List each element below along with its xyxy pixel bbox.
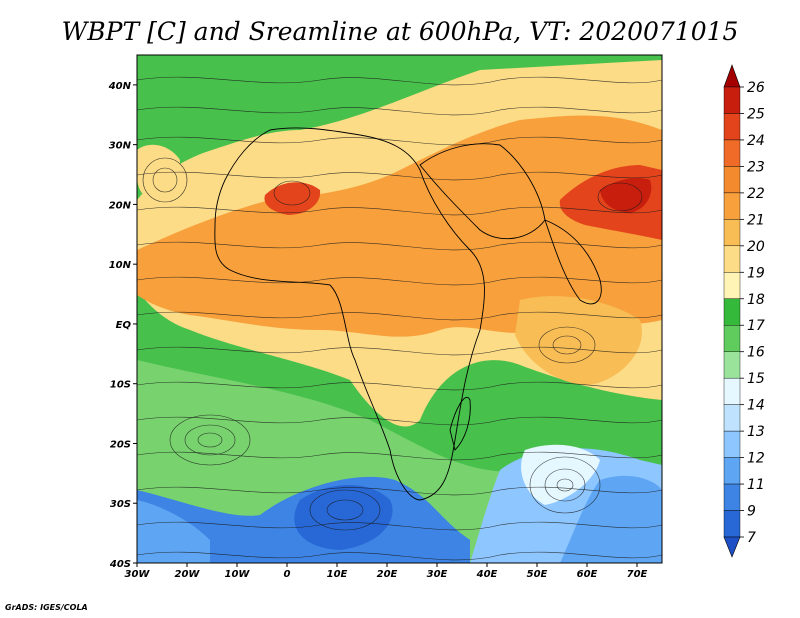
colorbar-label: 13 (747, 424, 765, 440)
colorbar-label: 25 (747, 106, 765, 122)
colorbar-segment (723, 298, 741, 326)
field-cold-southwest-deep (294, 485, 393, 550)
colorbar-segment (723, 272, 741, 299)
colorbar-label: 23 (747, 159, 765, 175)
x-tick-label: 30W (125, 569, 151, 580)
field-hot-sahara (264, 182, 321, 215)
x-tick-label: 0 (284, 569, 291, 580)
y-tick-label: EQ (116, 320, 132, 331)
x-tick-label: 10W (225, 569, 251, 580)
colorbar-segment (723, 325, 741, 352)
colorbar: 26 25 24 23 22 21 20 19 18 17 16 15 14 13 12 11 9 7 (723, 64, 765, 558)
y-tick-label: 20S (110, 439, 131, 450)
y-tick-label: 40N (108, 81, 132, 92)
colorbar-label: 17 (747, 318, 765, 334)
colorbar-label: 16 (747, 345, 765, 361)
x-tick-label: 70E (627, 569, 648, 580)
colorbar-segment (723, 510, 741, 538)
colorbar-top-arrow (723, 64, 741, 88)
colorbar-label: 9 (747, 504, 756, 520)
colorbar-segment (723, 457, 741, 485)
y-tick-label: 30S (110, 499, 131, 510)
field-17-mediterranean (250, 55, 480, 120)
x-tick-label: 20E (377, 569, 398, 580)
colorbar-label: 22 (747, 186, 765, 202)
colorbar-segment (723, 351, 741, 379)
y-tick-label: 40S (109, 559, 131, 570)
colorbar-label: 11 (747, 477, 765, 493)
field-21-belt (137, 115, 662, 337)
colorbar-label: 12 (747, 451, 765, 467)
plot-frame (136, 54, 663, 564)
streamlines (137, 76, 662, 561)
x-tick-label: 20W (175, 569, 201, 580)
colorbar-segment (723, 404, 741, 432)
colorbar-segment (723, 113, 741, 141)
x-axis: 30W 20W 10W 0 10E 20E 30E 40E 50E 60E 70E (125, 563, 648, 580)
colorbar-segment (723, 166, 741, 194)
field-cold-southwest-west (137, 500, 210, 563)
colorbar-label: 19 (747, 265, 765, 281)
y-tick-label: 10S (110, 380, 131, 391)
grads-credit: GrADS: IGES/COLA (5, 603, 88, 612)
field-20-lobe (515, 296, 642, 385)
colorbar-label: 26 (747, 80, 765, 96)
colorbar-segment (723, 377, 741, 405)
colorbar-segment (723, 430, 741, 458)
x-tick-label: 50E (527, 569, 548, 580)
y-tick-label: 30N (109, 141, 132, 152)
colorbar-label: 20 (747, 239, 765, 255)
colorbar-label: 21 (747, 212, 765, 228)
colorbar-segment (723, 86, 741, 114)
y-axis: 40N 30N 20N 10N EQ 10S 20S 30S 40S (108, 81, 137, 570)
x-tick-label: 40E (476, 569, 498, 580)
map-panel (137, 55, 662, 563)
x-tick-label: 10E (327, 569, 348, 580)
coastlines (214, 127, 602, 501)
colorbar-segment (723, 192, 741, 220)
x-tick-label: 60E (577, 569, 598, 580)
colorbar-label: 14 (747, 398, 765, 414)
colorbar-label: 15 (747, 371, 765, 387)
y-tick-label: 20N (109, 200, 132, 211)
colorbar-segment (723, 219, 741, 247)
colorbar-bottom-arrow (723, 536, 741, 558)
colorbar-segment (723, 483, 741, 511)
y-tick-label: 10N (109, 260, 132, 271)
colorbar-segment (723, 139, 741, 167)
colorbar-label: 7 (747, 530, 756, 546)
chart-title: WBPT [C] and Sreamline at 600hPa, VT: 20… (62, 17, 739, 46)
colorbar-label: 24 (747, 133, 765, 149)
field-cold-southeast-core (560, 475, 662, 563)
x-tick-label: 30E (427, 569, 448, 580)
colorbar-segment (723, 245, 741, 273)
colorbar-label: 18 (747, 292, 765, 308)
